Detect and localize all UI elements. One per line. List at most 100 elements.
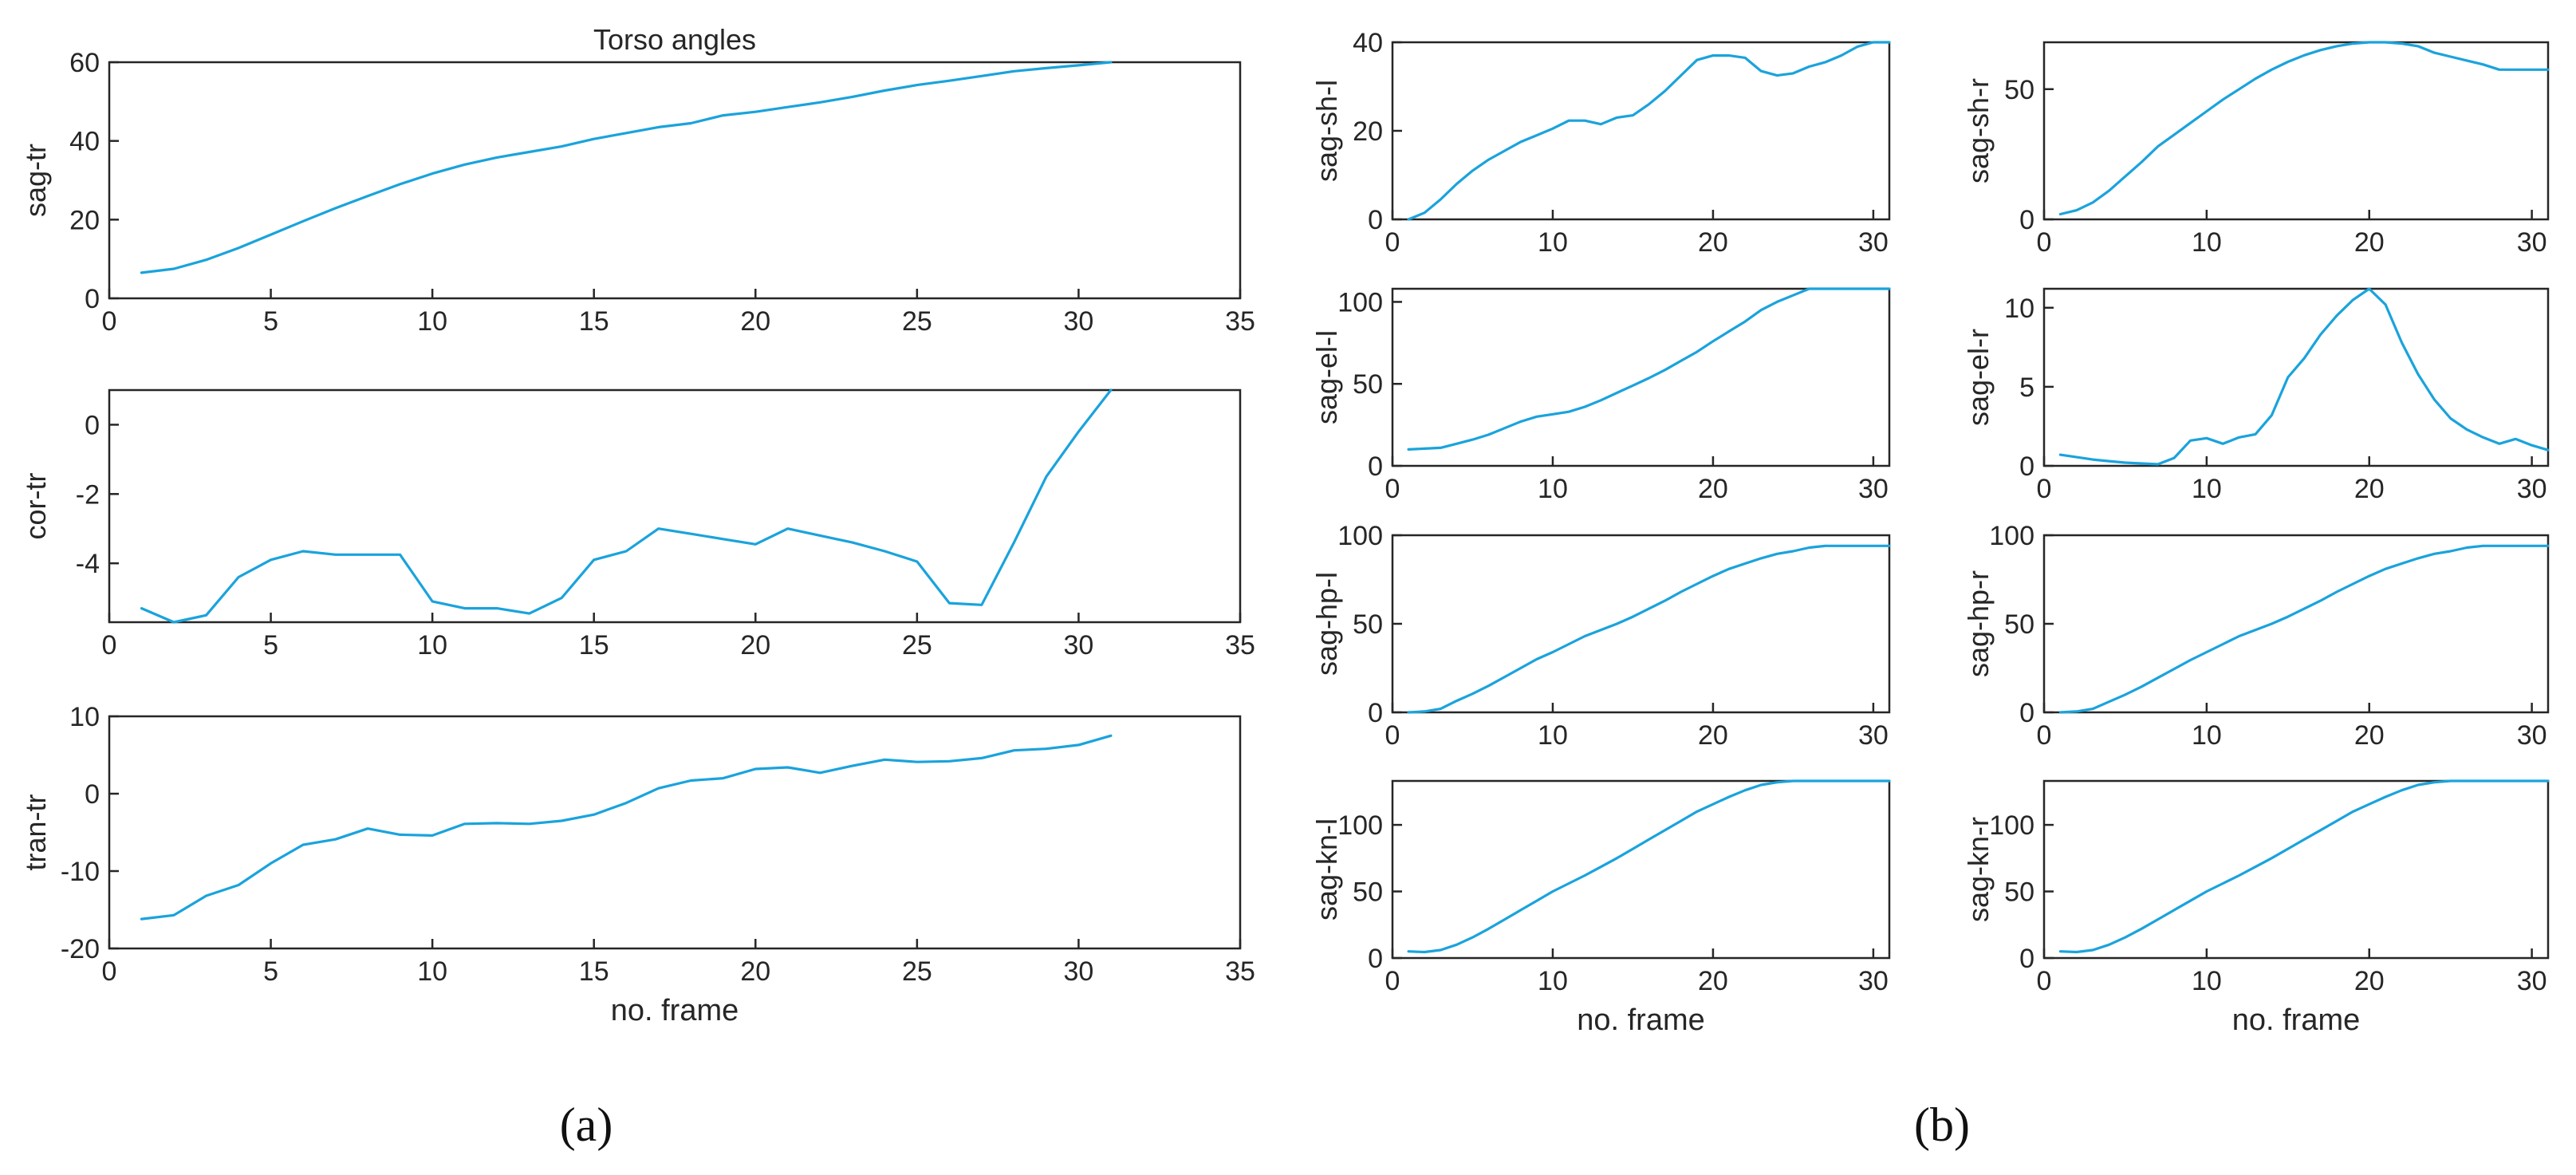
y-tick-label: 0 xyxy=(2019,944,2034,974)
y-tick-label: 0 xyxy=(85,284,100,314)
x-tick-label: 10 xyxy=(1538,720,1568,751)
y-tick-label: 0 xyxy=(1368,451,1383,482)
y-tick-label: 10 xyxy=(2004,294,2034,324)
axes-frame xyxy=(1391,41,1891,221)
x-tick-label: 30 xyxy=(2517,966,2547,996)
series-line xyxy=(2058,41,2550,216)
x-tick-label: 0 xyxy=(1385,720,1400,751)
y-axis-label: sag-kn-r xyxy=(1962,817,1995,922)
x-tick-label: 20 xyxy=(740,956,770,987)
y-tick-label: 60 xyxy=(69,48,100,78)
chart-2: 0 5 10 15 20 25 30 35 -4 -2 0 cor-tr xyxy=(19,388,1255,660)
x-tick-label: 10 xyxy=(2192,966,2222,996)
x-tick-label: 20 xyxy=(1698,227,1728,258)
x-tick-label: 0 xyxy=(1385,227,1400,258)
x-tick-label: 10 xyxy=(417,956,447,987)
x-tick-label: 30 xyxy=(1858,474,1889,504)
series-line xyxy=(1407,287,1891,451)
series-line xyxy=(1407,41,1891,221)
x-tick-label: 5 xyxy=(263,956,278,987)
y-tick-label: 0 xyxy=(2019,698,2034,728)
chart-3: 0 5 10 15 20 25 30 35 -20 -10 0 10 tran-tr no. frame xyxy=(19,702,1255,1027)
series-line xyxy=(2058,287,2550,466)
y-axis-label: sag-kn-l xyxy=(1310,818,1343,921)
x-tick-label: 25 xyxy=(902,306,932,337)
x-tick-label: 20 xyxy=(740,630,770,660)
y-axis-label: sag-el-r xyxy=(1962,329,1995,426)
y-tick-label: 100 xyxy=(1337,521,1383,551)
x-tick-label: 5 xyxy=(263,306,278,337)
axes-frame xyxy=(2042,41,2550,221)
y-axis-label: sag-el-l xyxy=(1310,330,1343,424)
y-tick-label: 50 xyxy=(2004,609,2034,640)
series-line xyxy=(2058,779,2550,954)
y-tick-label: 5 xyxy=(2019,373,2034,403)
y-tick-label: 50 xyxy=(1353,369,1383,400)
axes-frame xyxy=(2042,534,2550,714)
y-tick-label: 100 xyxy=(1989,810,2034,841)
series-line xyxy=(2058,544,2550,714)
x-tick-label: 30 xyxy=(1858,227,1889,258)
chart-9: 0 10 20 30 0 50 100 sag-hp-r xyxy=(1962,521,2550,751)
x-tick-label: 30 xyxy=(1064,956,1094,987)
x-axis-label: no. frame xyxy=(611,994,739,1027)
y-tick-label: 0 xyxy=(1368,944,1383,974)
y-tick-label: 100 xyxy=(1337,810,1383,841)
x-tick-label: 10 xyxy=(1538,227,1568,258)
y-tick-label: 50 xyxy=(2004,75,2034,105)
x-tick-label: 35 xyxy=(1225,306,1255,337)
x-tick-label: 0 xyxy=(2037,720,2052,751)
x-tick-label: 35 xyxy=(1225,630,1255,660)
y-tick-label: -10 xyxy=(61,857,100,887)
axes-frame xyxy=(1391,534,1891,714)
x-tick-label: 20 xyxy=(1698,966,1728,996)
x-tick-label: 25 xyxy=(902,956,932,987)
x-tick-label: 30 xyxy=(2517,227,2547,258)
y-tick-label: 20 xyxy=(1353,116,1383,147)
x-tick-label: 20 xyxy=(2354,720,2385,751)
chart-title: Torso angles xyxy=(593,23,756,56)
y-axis-label: sag-sh-r xyxy=(1962,78,1995,183)
x-tick-label: 0 xyxy=(2037,227,2052,258)
x-tick-label: 0 xyxy=(1385,966,1400,996)
x-tick-label: 30 xyxy=(1858,720,1889,751)
x-tick-label: 20 xyxy=(2354,966,2385,996)
y-tick-label: 50 xyxy=(1353,877,1383,908)
axes-frame xyxy=(1391,779,1891,960)
y-axis-label: tran-tr xyxy=(19,794,52,870)
x-tick-label: 30 xyxy=(2517,474,2547,504)
axes-frame xyxy=(108,61,1242,300)
y-tick-label: 0 xyxy=(85,410,100,440)
y-tick-label: 50 xyxy=(2004,877,2034,908)
x-tick-label: 20 xyxy=(1698,720,1728,751)
series-line xyxy=(140,61,1113,274)
series-line xyxy=(140,388,1113,624)
axes-frame xyxy=(108,715,1242,950)
series-line xyxy=(140,734,1113,921)
axes-frame xyxy=(2042,287,2550,467)
y-axis-label: sag-sh-l xyxy=(1310,80,1343,182)
x-tick-label: 30 xyxy=(2517,720,2547,751)
x-tick-label: 0 xyxy=(2037,474,2052,504)
x-tick-label: 10 xyxy=(2192,474,2222,504)
y-axis-label: sag-hp-r xyxy=(1962,570,1995,677)
y-tick-label: -20 xyxy=(61,934,100,964)
axes-frame xyxy=(108,388,1242,624)
chart-7: 0 10 20 30 0 5 10 sag-el-r xyxy=(1962,287,2550,504)
x-tick-label: 0 xyxy=(2037,966,2052,996)
y-tick-label: 20 xyxy=(69,205,100,235)
series-line xyxy=(1407,544,1891,714)
y-tick-label: 40 xyxy=(69,127,100,157)
x-tick-label: 30 xyxy=(1064,630,1094,660)
x-tick-label: 20 xyxy=(1698,474,1728,504)
x-tick-label: 35 xyxy=(1225,956,1255,987)
x-tick-label: 0 xyxy=(1385,474,1400,504)
x-tick-label: 0 xyxy=(102,956,117,987)
y-tick-label: 0 xyxy=(2019,451,2034,482)
y-tick-label: 0 xyxy=(2019,205,2034,235)
x-axis-label: no. frame xyxy=(2232,1003,2361,1037)
x-tick-label: 20 xyxy=(2354,474,2385,504)
x-tick-label: 10 xyxy=(1538,474,1568,504)
